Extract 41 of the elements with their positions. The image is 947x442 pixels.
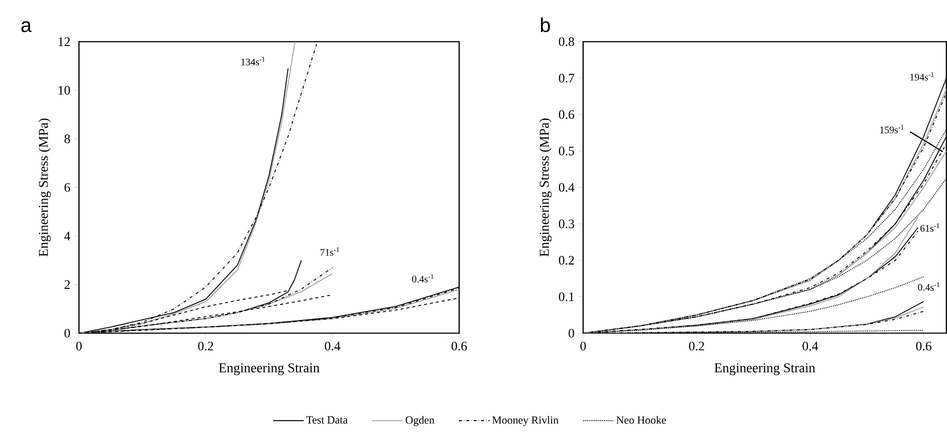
annotation: 194s$^{-1}$: [910, 72, 934, 81]
annotation: 159s$^{-1}$: [880, 125, 904, 134]
y-tick-label: 0.4: [558, 183, 574, 192]
annotation: 0.4s$^{-1}$: [412, 274, 434, 283]
x-tick-label: 0: [76, 342, 82, 351]
y-tick-label: 0.1: [558, 292, 574, 302]
y-axis-title: Engineering Stress (MPa): [539, 118, 552, 257]
x-tick-label: 0.6: [452, 342, 467, 351]
x-tick-label: 0.4: [324, 342, 340, 351]
legend-label: Test Data: [306, 416, 348, 424]
y-tick-label: 10: [58, 86, 70, 95]
x-tick-label: 0.2: [198, 342, 214, 351]
annotation: 61s$^{-1}$: [920, 223, 940, 232]
y-tick-label: 0.3: [558, 220, 574, 228]
x-axis-title: Engineering Strain: [218, 363, 320, 376]
legend-label: Mooney Rivlin: [492, 416, 558, 426]
y-tick-label: 0: [568, 328, 574, 338]
annotation: 134s$^{-1}$: [241, 57, 265, 66]
y-tick-label: 8: [64, 134, 70, 144]
y-tick-label: 0.6: [558, 110, 574, 120]
x-tick-label: 0: [580, 342, 586, 351]
y-tick-label: 6: [64, 183, 70, 192]
legend-label: Ogden: [406, 416, 434, 426]
y-tick-label: 2: [64, 280, 70, 289]
legend-label: Neo Hooke: [616, 416, 666, 424]
y-tick-label: 0.2: [558, 256, 574, 265]
y-tick-label: 0.7: [558, 74, 574, 83]
y-tick-label: 0.5: [558, 146, 574, 156]
y-axis-title: Engineering Stress (MPa): [38, 118, 51, 257]
annotation: 0.4s$^{-1}$: [918, 282, 940, 291]
x-tick-label: 0.6: [916, 342, 932, 351]
x-tick-label: 0.2: [689, 342, 704, 351]
x-tick-label: 0.4: [802, 342, 818, 351]
y-tick-label: 4: [64, 232, 70, 240]
y-tick-label: 0: [64, 328, 70, 338]
x-axis-title: Engineering Strain: [714, 363, 816, 376]
chart-title: b: [540, 18, 550, 32]
y-tick-label: 12: [58, 37, 70, 46]
y-tick-label: 0.8: [558, 37, 574, 46]
chart-title: a: [21, 21, 32, 32]
annotation: 71s$^{-1}$: [320, 247, 340, 256]
